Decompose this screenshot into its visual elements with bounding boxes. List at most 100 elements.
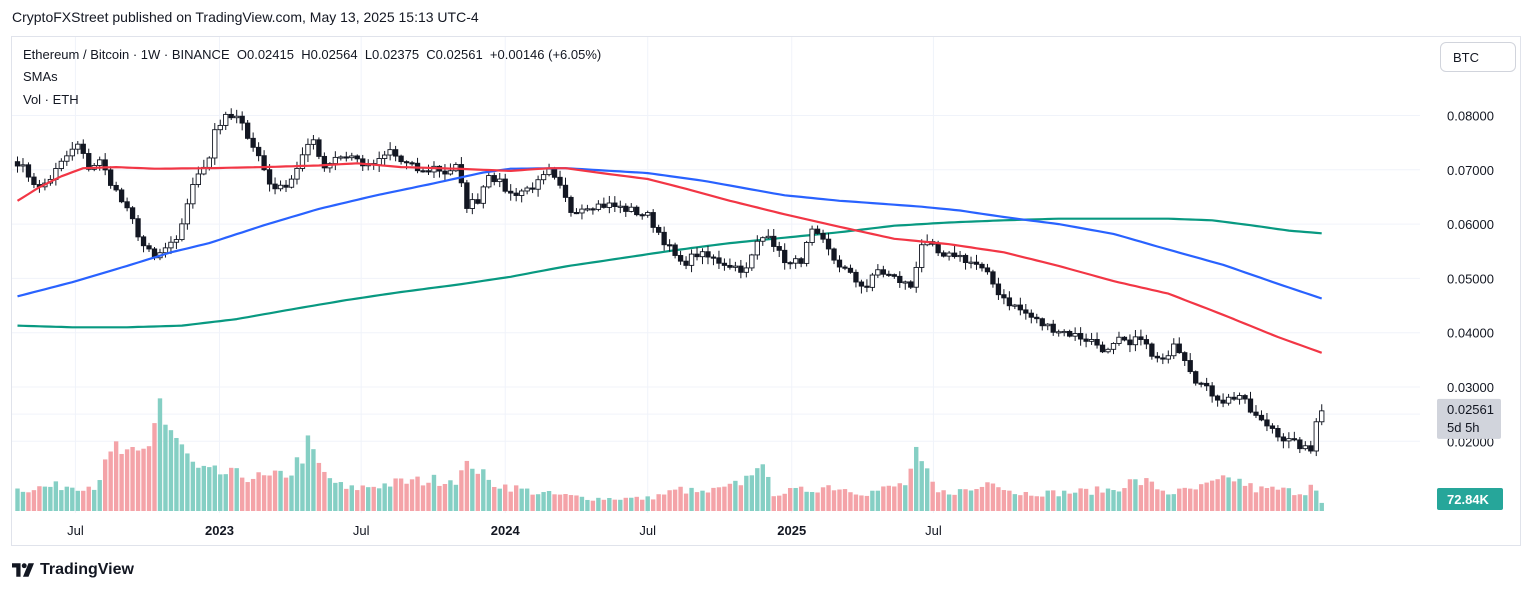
candle-body (754, 240, 760, 256)
volume-bar (1171, 494, 1176, 511)
tradingview-logo[interactable]: TradingView (12, 561, 134, 579)
volume-bar (1061, 490, 1067, 511)
candle-body (31, 176, 37, 185)
volume-bar (990, 483, 996, 511)
candle-body (628, 206, 634, 212)
volume-bar (793, 487, 798, 511)
candle-body (803, 242, 810, 264)
volume-bar (524, 488, 530, 511)
candle-body (639, 214, 645, 217)
candle-body (661, 231, 667, 246)
volume-bar (1231, 481, 1237, 511)
candle-body (102, 159, 108, 171)
volume-bar (1100, 492, 1105, 511)
candle-body (497, 178, 503, 183)
volume-bar (886, 485, 892, 511)
candle-body (1313, 421, 1319, 452)
candle-body (1286, 438, 1292, 442)
volume-bar (1198, 484, 1204, 511)
candle-body (1319, 410, 1325, 423)
volume-bar (163, 424, 168, 511)
candle-body (880, 269, 886, 275)
volume-bar (212, 465, 217, 511)
candle-body (1269, 425, 1276, 429)
candle-body (173, 239, 180, 243)
legend-sma[interactable]: SMAs (23, 69, 58, 84)
volume-bar (535, 494, 541, 511)
volume-bar (250, 478, 256, 511)
volume-bar (207, 467, 212, 511)
candle-body (546, 168, 552, 176)
volume-bar (738, 485, 744, 511)
candle-body (469, 199, 475, 209)
volume-bar (853, 494, 859, 511)
currency-button[interactable]: BTC (1440, 42, 1516, 72)
candle-body (420, 170, 426, 173)
candle-body (836, 259, 843, 268)
candle-body (864, 285, 870, 288)
candle-body (184, 203, 191, 225)
legend-open: O0.02415 (236, 47, 294, 62)
volume-bar (656, 494, 661, 511)
volume-bar (278, 470, 283, 511)
volume-bar (585, 499, 590, 511)
volume-bar (42, 486, 48, 511)
candle-body (508, 190, 514, 194)
volume-bar (179, 444, 185, 511)
candle-body (1088, 339, 1095, 342)
candle-body (727, 264, 733, 268)
sma-green-line (17, 217, 1322, 329)
legend-volume[interactable]: Vol · ETH (23, 92, 79, 107)
candle-body (294, 167, 300, 180)
volume-bar (897, 483, 902, 511)
candle-body (743, 267, 749, 273)
candle-body (519, 190, 525, 196)
candle-body (1275, 428, 1281, 438)
candle-body (403, 161, 410, 164)
volume-bar (229, 467, 234, 511)
candle-body (831, 248, 837, 261)
volume-bar (508, 491, 513, 511)
volume-bar (601, 499, 607, 511)
candle-body (1165, 355, 1171, 360)
sma-green-layer (17, 217, 1322, 329)
legend-change: +0.00146 (+6.05%) (489, 47, 602, 62)
volume-bar (1281, 487, 1286, 511)
candle-body (146, 245, 152, 250)
volume-bar (661, 494, 667, 511)
countdown-label: 5d 5h (1447, 420, 1480, 435)
volume-bar (563, 494, 568, 511)
legend-symbol[interactable]: Ethereum / Bitcoin · 1W · BINANCE (23, 47, 230, 62)
candle-body (820, 232, 826, 240)
candle-body (502, 178, 508, 192)
last-price-label: 0.02561 (1447, 402, 1494, 417)
volume-bar (1319, 502, 1324, 511)
candle-body (705, 251, 711, 258)
volume-bar (349, 485, 354, 511)
candle-body (984, 267, 991, 273)
volume-bar (519, 488, 524, 511)
volume-bar (64, 486, 70, 511)
candle-body (1083, 338, 1089, 342)
candle-body (245, 122, 251, 139)
candle-body (392, 149, 399, 157)
volume-bar (305, 435, 311, 511)
candle-body (913, 266, 919, 288)
candle-body (409, 162, 415, 165)
volume-bar (1116, 491, 1122, 511)
candle-body (1176, 343, 1182, 354)
volume-bar (1078, 488, 1083, 511)
volume-bar (459, 470, 464, 511)
volume-bar (294, 457, 300, 511)
x-tick-label: 2025 (777, 523, 806, 538)
volume-bar (1012, 494, 1018, 511)
volume-bar (53, 481, 59, 511)
volume-bar (437, 485, 442, 511)
candles (14, 108, 1325, 457)
candle-body (25, 164, 32, 178)
candle-body (1132, 336, 1139, 346)
candle-body (962, 254, 969, 264)
volume-bar (1297, 494, 1303, 511)
volume-bar (733, 480, 738, 511)
